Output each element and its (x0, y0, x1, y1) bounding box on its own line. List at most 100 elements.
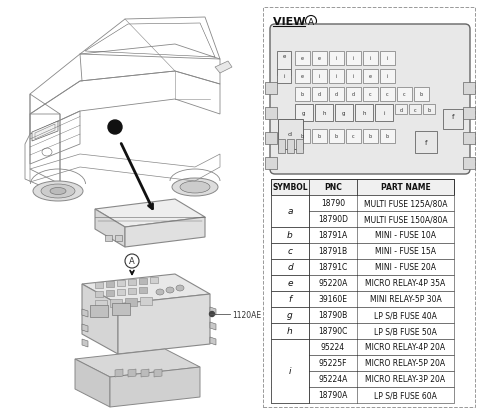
Text: d: d (287, 263, 293, 272)
Bar (296, 140, 303, 154)
Text: b: b (301, 92, 304, 97)
Ellipse shape (41, 185, 75, 199)
Bar (271, 355, 454, 371)
Text: i: i (336, 56, 337, 62)
Polygon shape (210, 322, 216, 330)
Text: 18791B: 18791B (318, 247, 348, 256)
Bar (443, 110, 463, 130)
Text: b: b (318, 134, 321, 139)
Bar (105, 235, 112, 242)
Bar (117, 280, 125, 286)
Polygon shape (210, 307, 216, 315)
Bar (271, 339, 454, 355)
Text: MINI - FUSE 10A: MINI - FUSE 10A (375, 231, 436, 240)
Bar (287, 140, 294, 154)
Text: 95224A: 95224A (318, 375, 348, 384)
Bar (265, 83, 277, 95)
Bar (265, 158, 277, 170)
Text: MINI - FUSE 20A: MINI - FUSE 20A (375, 263, 436, 272)
Bar (312, 52, 327, 66)
Bar (463, 158, 475, 170)
Text: i: i (353, 56, 354, 62)
Polygon shape (115, 369, 123, 377)
Bar (312, 70, 327, 84)
Bar (271, 339, 309, 403)
Text: MINI - FUSE 15A: MINI - FUSE 15A (375, 247, 436, 256)
Bar (271, 387, 454, 403)
Polygon shape (215, 62, 232, 74)
Text: i: i (370, 56, 371, 62)
Bar (150, 277, 158, 283)
Polygon shape (82, 274, 210, 304)
Text: i: i (383, 111, 385, 116)
Text: i: i (289, 367, 291, 375)
Text: b: b (335, 134, 338, 139)
Bar (295, 70, 310, 84)
Ellipse shape (33, 182, 83, 202)
Text: d: d (335, 92, 338, 97)
Text: e: e (287, 279, 293, 288)
Polygon shape (82, 309, 88, 317)
Text: a: a (287, 207, 293, 216)
Polygon shape (128, 369, 136, 377)
Bar (90, 305, 108, 317)
Text: 18790A: 18790A (318, 391, 348, 399)
Text: 95220A: 95220A (318, 279, 348, 288)
Text: 1120AE: 1120AE (232, 310, 261, 319)
Bar (278, 140, 285, 154)
Text: i: i (283, 74, 285, 79)
Bar (112, 303, 130, 315)
Text: g: g (302, 111, 306, 116)
Bar (363, 130, 378, 144)
Text: d: d (352, 92, 355, 97)
Polygon shape (75, 359, 110, 407)
Text: c: c (403, 92, 406, 97)
Bar (128, 288, 136, 294)
Text: VIEW: VIEW (273, 17, 310, 27)
Text: 18790: 18790 (321, 199, 345, 208)
Text: i: i (353, 74, 354, 79)
Bar (363, 52, 378, 66)
Bar (271, 291, 454, 307)
Bar (271, 211, 454, 228)
Bar (110, 299, 122, 307)
Text: b: b (369, 134, 372, 139)
FancyBboxPatch shape (270, 25, 470, 175)
Text: LP S/B FUSE 50A: LP S/B FUSE 50A (374, 327, 437, 336)
Text: 18790B: 18790B (318, 311, 348, 320)
Bar (271, 195, 454, 211)
Polygon shape (95, 209, 125, 247)
Text: i: i (387, 56, 388, 62)
Ellipse shape (172, 178, 218, 197)
Bar (265, 133, 277, 145)
Text: MICRO RELAY-5P 20A: MICRO RELAY-5P 20A (365, 358, 445, 368)
Bar (277, 70, 291, 84)
Polygon shape (82, 339, 88, 347)
Bar (95, 300, 107, 308)
Text: b: b (301, 134, 304, 139)
Bar (271, 243, 309, 259)
Text: e: e (282, 55, 286, 59)
Bar (271, 291, 309, 307)
Text: e: e (318, 56, 321, 62)
Ellipse shape (209, 312, 215, 317)
Text: 18791A: 18791A (318, 231, 348, 240)
Bar (115, 235, 122, 242)
Text: 18790C: 18790C (318, 327, 348, 336)
Text: 95225F: 95225F (319, 358, 347, 368)
Bar (312, 130, 327, 144)
Bar (271, 371, 454, 387)
Text: MULTI FUSE 125A/80A: MULTI FUSE 125A/80A (364, 199, 447, 208)
Text: MICRO RELAY-4P 35A: MICRO RELAY-4P 35A (365, 279, 445, 288)
Bar (295, 52, 310, 66)
Bar (329, 88, 344, 102)
Text: d: d (318, 92, 321, 97)
Text: SYMBOL: SYMBOL (272, 183, 308, 192)
Bar (295, 88, 310, 102)
Ellipse shape (50, 188, 66, 195)
Text: g: g (342, 111, 346, 116)
Bar (363, 88, 378, 102)
Bar (395, 105, 407, 115)
Polygon shape (210, 337, 216, 345)
Bar (271, 275, 454, 291)
